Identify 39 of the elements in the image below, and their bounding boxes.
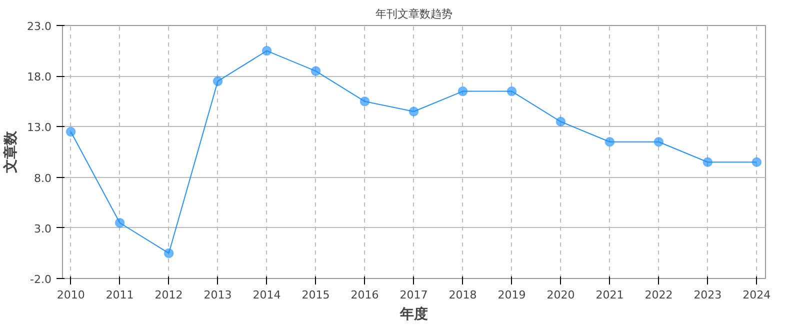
point <box>654 136 664 147</box>
x-tick-label: 2013 <box>204 288 232 302</box>
x-axis-title: 年度 <box>399 306 428 322</box>
point <box>212 76 223 86</box>
x-tick-label: 2024 <box>742 288 771 302</box>
y-tick-label: 8.0 <box>34 172 52 185</box>
y-tick-label: 23.0 <box>27 20 52 33</box>
point <box>164 248 174 258</box>
point <box>556 116 566 127</box>
point <box>408 106 419 117</box>
x-tick-label: 2019 <box>498 288 526 302</box>
point <box>114 218 125 228</box>
point <box>458 86 468 96</box>
point <box>506 86 517 96</box>
y-tick-label: 13.0 <box>27 121 52 134</box>
point <box>262 46 272 56</box>
point <box>752 157 762 168</box>
x-tick-label: 2011 <box>106 288 134 302</box>
y-tick-label: -2.0 <box>30 273 52 286</box>
x-tick-label: 2012 <box>154 288 183 302</box>
x-tick-label: 2021 <box>596 288 624 302</box>
point <box>310 66 321 76</box>
x-tick-label: 2016 <box>350 288 379 302</box>
point <box>66 126 76 137</box>
y-axis-title: 文章数 <box>2 130 20 174</box>
point <box>604 136 615 147</box>
y-tick-label: 3.0 <box>34 222 52 236</box>
x-tick-label: 2017 <box>400 288 428 302</box>
point <box>360 96 370 106</box>
y-tick-label: 18.0 <box>27 70 52 84</box>
x-tick-label: 2010 <box>56 288 85 302</box>
chart-title: 年刊文章数趋势 <box>376 8 452 20</box>
x-tick-label: 2023 <box>694 288 722 302</box>
x-tick-label: 2014 <box>252 288 281 302</box>
point <box>702 157 713 168</box>
x-tick-label: 2020 <box>546 288 575 302</box>
x-tick-label: 2015 <box>302 288 330 302</box>
x-tick-label: 2018 <box>448 288 477 302</box>
x-tick-label: 2022 <box>644 288 673 302</box>
